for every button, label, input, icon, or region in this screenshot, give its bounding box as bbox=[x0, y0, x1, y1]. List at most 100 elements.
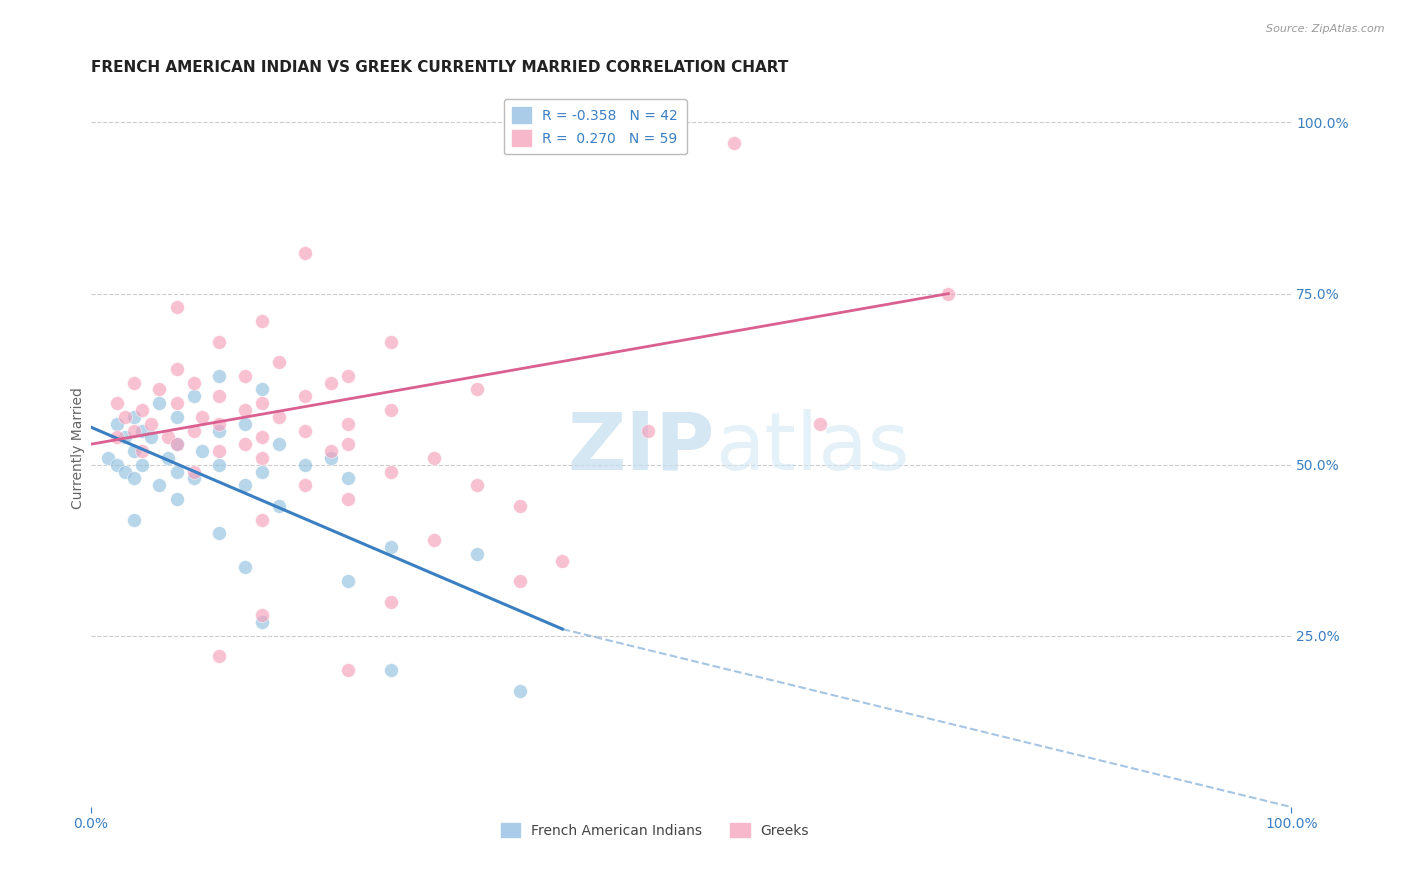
Point bbox=[105, 430, 128, 444]
Point bbox=[252, 608, 274, 623]
Point bbox=[936, 286, 959, 301]
Point bbox=[183, 471, 205, 485]
Point bbox=[294, 424, 316, 438]
Point bbox=[380, 403, 402, 417]
Point bbox=[122, 444, 145, 458]
Point bbox=[294, 245, 316, 260]
Point bbox=[423, 533, 446, 547]
Point bbox=[465, 547, 488, 561]
Point bbox=[233, 478, 256, 492]
Point bbox=[148, 383, 170, 397]
Point bbox=[183, 376, 205, 390]
Point bbox=[122, 376, 145, 390]
Point bbox=[337, 491, 360, 506]
Point bbox=[808, 417, 831, 431]
Point bbox=[233, 403, 256, 417]
Point bbox=[122, 409, 145, 424]
Point bbox=[208, 424, 231, 438]
Point bbox=[380, 465, 402, 479]
Point bbox=[551, 553, 574, 567]
Point bbox=[166, 409, 188, 424]
Point bbox=[319, 376, 342, 390]
Legend: French American Indians, Greeks: French American Indians, Greeks bbox=[495, 817, 815, 843]
Point bbox=[252, 314, 274, 328]
Point bbox=[380, 663, 402, 677]
Point bbox=[208, 444, 231, 458]
Point bbox=[105, 458, 128, 472]
Point bbox=[166, 301, 188, 315]
Point bbox=[122, 471, 145, 485]
Text: ZIP: ZIP bbox=[568, 409, 716, 487]
Point bbox=[208, 417, 231, 431]
Point bbox=[114, 409, 136, 424]
Point bbox=[166, 491, 188, 506]
Point bbox=[156, 430, 179, 444]
Point bbox=[114, 465, 136, 479]
Point bbox=[183, 424, 205, 438]
Point bbox=[380, 595, 402, 609]
Point bbox=[319, 444, 342, 458]
Point bbox=[131, 444, 153, 458]
Y-axis label: Currently Married: Currently Married bbox=[72, 387, 86, 508]
Point bbox=[269, 355, 291, 369]
Point bbox=[131, 403, 153, 417]
Point bbox=[337, 437, 360, 451]
Point bbox=[131, 458, 153, 472]
Point bbox=[208, 649, 231, 664]
Point bbox=[208, 458, 231, 472]
Point bbox=[166, 437, 188, 451]
Point bbox=[191, 409, 214, 424]
Point bbox=[637, 424, 659, 438]
Point bbox=[166, 465, 188, 479]
Point bbox=[380, 334, 402, 349]
Point bbox=[252, 383, 274, 397]
Point bbox=[509, 683, 531, 698]
Point bbox=[337, 417, 360, 431]
Point bbox=[114, 430, 136, 444]
Point bbox=[183, 465, 205, 479]
Point bbox=[148, 478, 170, 492]
Point bbox=[294, 389, 316, 403]
Point bbox=[166, 437, 188, 451]
Point bbox=[337, 663, 360, 677]
Point bbox=[97, 450, 120, 465]
Point bbox=[233, 560, 256, 574]
Point bbox=[269, 437, 291, 451]
Point bbox=[252, 450, 274, 465]
Point bbox=[208, 368, 231, 383]
Point bbox=[380, 540, 402, 554]
Point bbox=[105, 417, 128, 431]
Point bbox=[294, 478, 316, 492]
Point bbox=[723, 136, 745, 150]
Point bbox=[252, 465, 274, 479]
Point bbox=[233, 437, 256, 451]
Point bbox=[105, 396, 128, 410]
Point bbox=[509, 499, 531, 513]
Point bbox=[269, 409, 291, 424]
Point bbox=[233, 368, 256, 383]
Point bbox=[465, 383, 488, 397]
Point bbox=[423, 450, 446, 465]
Point bbox=[139, 417, 162, 431]
Point bbox=[252, 615, 274, 630]
Point bbox=[337, 574, 360, 589]
Point bbox=[148, 396, 170, 410]
Point bbox=[233, 417, 256, 431]
Point bbox=[139, 430, 162, 444]
Text: atlas: atlas bbox=[716, 409, 910, 487]
Point bbox=[319, 450, 342, 465]
Text: Source: ZipAtlas.com: Source: ZipAtlas.com bbox=[1267, 24, 1385, 34]
Point bbox=[208, 526, 231, 541]
Point bbox=[166, 362, 188, 376]
Point bbox=[269, 499, 291, 513]
Point bbox=[131, 424, 153, 438]
Point bbox=[122, 424, 145, 438]
Point bbox=[208, 389, 231, 403]
Point bbox=[166, 396, 188, 410]
Point bbox=[337, 368, 360, 383]
Point bbox=[252, 512, 274, 526]
Point bbox=[208, 334, 231, 349]
Text: FRENCH AMERICAN INDIAN VS GREEK CURRENTLY MARRIED CORRELATION CHART: FRENCH AMERICAN INDIAN VS GREEK CURRENTL… bbox=[91, 60, 789, 75]
Point bbox=[191, 444, 214, 458]
Point bbox=[252, 430, 274, 444]
